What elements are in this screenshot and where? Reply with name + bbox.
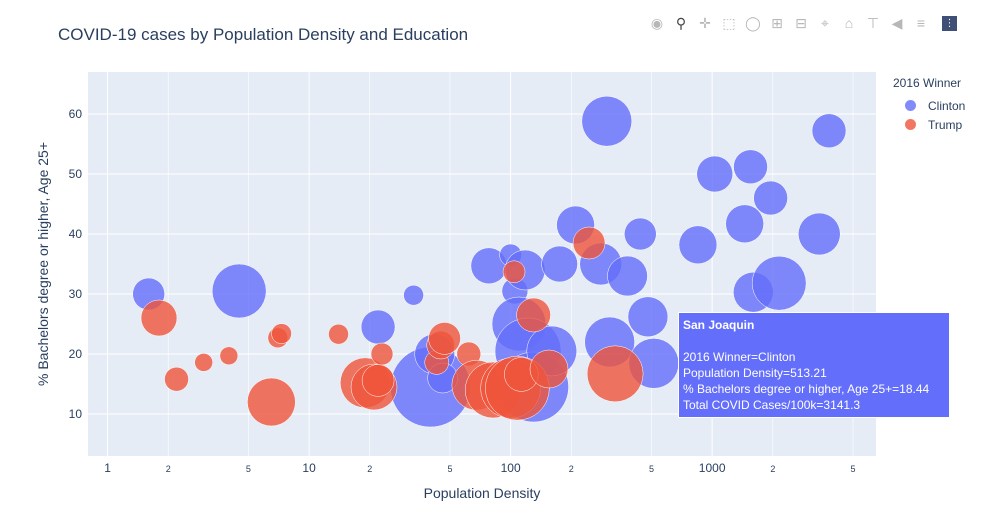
bubble-marks (132, 95, 847, 428)
bubble-clinton[interactable] (798, 212, 841, 256)
y-tick-label: 50 (69, 167, 83, 181)
bubble-trump[interactable] (502, 260, 526, 284)
reset-axes-icon[interactable]: ⌂ (844, 15, 854, 31)
hover-cases: Total COVID Cases/100k=3141.3 (683, 398, 861, 412)
bubble-trump[interactable] (361, 364, 395, 397)
legend-item-trump[interactable]: Trump (905, 115, 965, 134)
x-tick-label: 5 (851, 464, 856, 474)
bubble-trump[interactable] (194, 353, 213, 372)
hover-compare-icon[interactable]: ≡ (916, 15, 926, 31)
legend-marker-trump (905, 119, 916, 130)
y-tick-label: 20 (69, 347, 83, 361)
bubble-clinton[interactable] (627, 296, 669, 338)
bubble-trump[interactable] (247, 377, 296, 427)
bubble-clinton[interactable] (541, 245, 578, 283)
hover-closest-icon[interactable]: ◀ (891, 14, 903, 31)
plotly-logo-icon[interactable]: ⋮ (942, 15, 957, 31)
y-tick-label: 40 (69, 227, 83, 241)
bubble-clinton[interactable] (607, 255, 648, 297)
chart-title: COVID-19 cases by Population Density and… (58, 25, 469, 44)
x-tick-label: 5 (649, 464, 654, 474)
y-tick-label: 60 (69, 107, 83, 121)
x-tick-labels: 1 2 5 10 2 5 100 2 5 1000 2 5 (104, 461, 855, 475)
x-tick-label: 10 (302, 461, 316, 475)
box-select-icon[interactable]: ⬚ (722, 14, 736, 31)
x-tick-label: 1 (104, 461, 111, 475)
bubble-clinton[interactable] (811, 113, 847, 149)
bubble-clinton[interactable] (403, 284, 424, 306)
bubble-trump[interactable] (164, 366, 189, 392)
x-tick-label: 2 (166, 464, 171, 474)
legend-marker-clinton (905, 100, 916, 111)
y-tick-label: 30 (69, 287, 83, 301)
legend-label-trump: Trump (928, 117, 963, 132)
hover-county: San Joaquin (683, 318, 755, 332)
zoom-icon[interactable]: ⚲ (675, 14, 687, 31)
y-axis-label: % Bachelors degree or higher, Age 25+ (35, 142, 51, 386)
legend-label-clinton: Clinton (928, 98, 966, 113)
hover-winner: 2016 Winner=Clinton (683, 350, 796, 364)
series-trump (140, 226, 644, 427)
zoom-in-icon[interactable]: ⊞ (771, 14, 783, 31)
bubble-trump[interactable] (529, 349, 569, 389)
bubble-trump[interactable] (428, 322, 461, 355)
x-tick-label: 2 (770, 464, 775, 474)
x-tick-label: 5 (246, 464, 251, 474)
legend-item-clinton[interactable]: Clinton (905, 96, 965, 115)
legend: 2016 Winner Clinton Trump (893, 76, 965, 134)
hover-density: Population Density=513.21 (683, 366, 827, 380)
bubble-clinton[interactable] (725, 204, 764, 244)
zoom-out-icon[interactable]: ⊟ (795, 14, 807, 31)
bubble-clinton[interactable] (733, 149, 768, 185)
autoscale-icon[interactable]: ⌖ (821, 14, 829, 31)
y-tick-labels: 10 20 30 40 50 60 (69, 107, 83, 421)
bubble-trump[interactable] (586, 345, 644, 403)
lasso-icon[interactable]: ◯ (745, 14, 761, 31)
bubble-clinton[interactable] (753, 180, 788, 216)
x-tick-label: 5 (447, 464, 452, 474)
hover-tooltip: San Joaquin 2016 Winner=Clinton Populati… (678, 312, 950, 418)
bubble-trump[interactable] (370, 342, 394, 366)
bubble-trump[interactable] (572, 226, 606, 260)
bubble-trump[interactable] (219, 346, 239, 366)
bubble-clinton[interactable] (678, 225, 718, 265)
x-tick-label: 100 (501, 461, 521, 475)
pan-icon[interactable]: ✛ (699, 14, 711, 31)
bubble-clinton[interactable] (696, 155, 733, 193)
bubble-trump[interactable] (516, 297, 551, 333)
bubble-trump[interactable] (328, 323, 349, 345)
spike-lines-icon[interactable]: ⊤ (866, 14, 880, 31)
x-tick-label: 2 (367, 464, 372, 474)
bubble-clinton[interactable] (751, 255, 807, 311)
x-tick-label: 1000 (699, 461, 726, 475)
bubble-clinton[interactable] (360, 309, 396, 345)
camera-icon[interactable]: ◉ (650, 14, 664, 31)
hover-education: % Bachelors degree or higher, Age 25+=18… (683, 382, 930, 396)
bubble-clinton[interactable] (581, 95, 633, 147)
x-tick-label: 2 (569, 464, 574, 474)
x-axis-label: Population Density (424, 485, 541, 501)
legend-title: 2016 Winner (893, 76, 962, 90)
modebar: ◉ ⚲ ✛ ⬚ ◯ ⊞ ⊟ ⌖ ⌂ ⊤ ◀ ≡ ⋮ (648, 14, 957, 32)
bubble-clinton[interactable] (211, 263, 267, 319)
bubble-trump[interactable] (271, 323, 292, 344)
y-tick-label: 10 (69, 407, 83, 421)
bubble-clinton[interactable] (624, 217, 657, 251)
bubble-trump[interactable] (140, 299, 178, 337)
